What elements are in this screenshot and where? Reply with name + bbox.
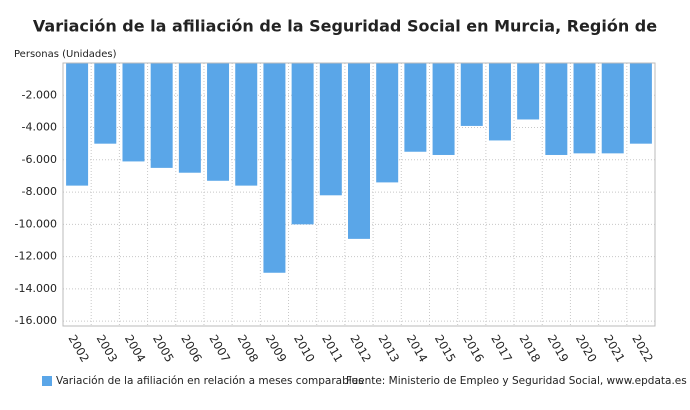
bar <box>488 63 511 141</box>
x-tick-label: 2007 <box>206 332 233 364</box>
legend-swatch <box>42 376 52 386</box>
bar <box>460 63 483 126</box>
x-tick-label: 2002 <box>65 332 92 364</box>
bar <box>348 63 370 239</box>
legend-label: Variación de la afiliación en relación a… <box>56 375 364 387</box>
y-tick-label: -14.000 <box>15 282 57 295</box>
bar <box>432 63 455 155</box>
bar <box>263 63 286 273</box>
bar <box>235 63 258 186</box>
x-tick-label: 2013 <box>376 332 403 364</box>
x-tick-label: 2004 <box>122 332 149 364</box>
y-tick-label: -12.000 <box>15 250 57 263</box>
x-tick-label: 2017 <box>488 332 515 364</box>
bar <box>207 63 230 181</box>
x-tick-label: 2006 <box>178 332 205 364</box>
x-tick-label: 2008 <box>235 332 262 364</box>
bar <box>404 63 427 152</box>
x-tick-label: 2009 <box>263 332 290 364</box>
x-tick-label: 2012 <box>347 332 374 364</box>
bar <box>376 63 399 183</box>
y-tick-label: -8.000 <box>22 185 57 198</box>
x-tick-label: 2015 <box>432 332 459 364</box>
bar <box>66 63 89 186</box>
bar <box>150 63 173 168</box>
x-tick-label: 2022 <box>629 332 656 364</box>
bar <box>629 63 652 144</box>
plot-frame <box>62 62 656 327</box>
x-tick-label: 2019 <box>545 332 572 364</box>
x-tick-label: 2016 <box>460 332 487 364</box>
bar <box>601 63 624 154</box>
bar <box>319 63 342 196</box>
bar <box>573 63 596 154</box>
y-tick-label: -2.000 <box>22 88 57 101</box>
chart-title: Variación de la afiliación de la Segurid… <box>33 17 657 36</box>
x-tick-label: 2018 <box>517 332 544 364</box>
source: Fuente: Ministerio de Empleo y Seguridad… <box>346 375 687 387</box>
y-tick-label: -16.000 <box>15 314 57 327</box>
bar <box>291 63 314 225</box>
x-tick-label: 2003 <box>94 332 121 364</box>
y-tick-label: -6.000 <box>22 153 57 166</box>
y-tick-label: -4.000 <box>22 121 57 134</box>
x-tick-label: 2021 <box>601 332 628 364</box>
x-tick-label: 2020 <box>573 332 600 364</box>
bar <box>517 63 540 120</box>
bar <box>178 63 201 173</box>
y-axis-label: Personas (Unidades) <box>14 49 117 60</box>
bar <box>122 63 145 162</box>
x-tick-label: 2010 <box>291 332 318 364</box>
x-tick-label: 2011 <box>319 332 346 364</box>
bar <box>545 63 568 155</box>
x-tick-label: 2014 <box>404 332 431 364</box>
bar <box>94 63 117 144</box>
x-tick-label: 2005 <box>150 332 177 364</box>
y-tick-label: -10.000 <box>15 217 57 230</box>
